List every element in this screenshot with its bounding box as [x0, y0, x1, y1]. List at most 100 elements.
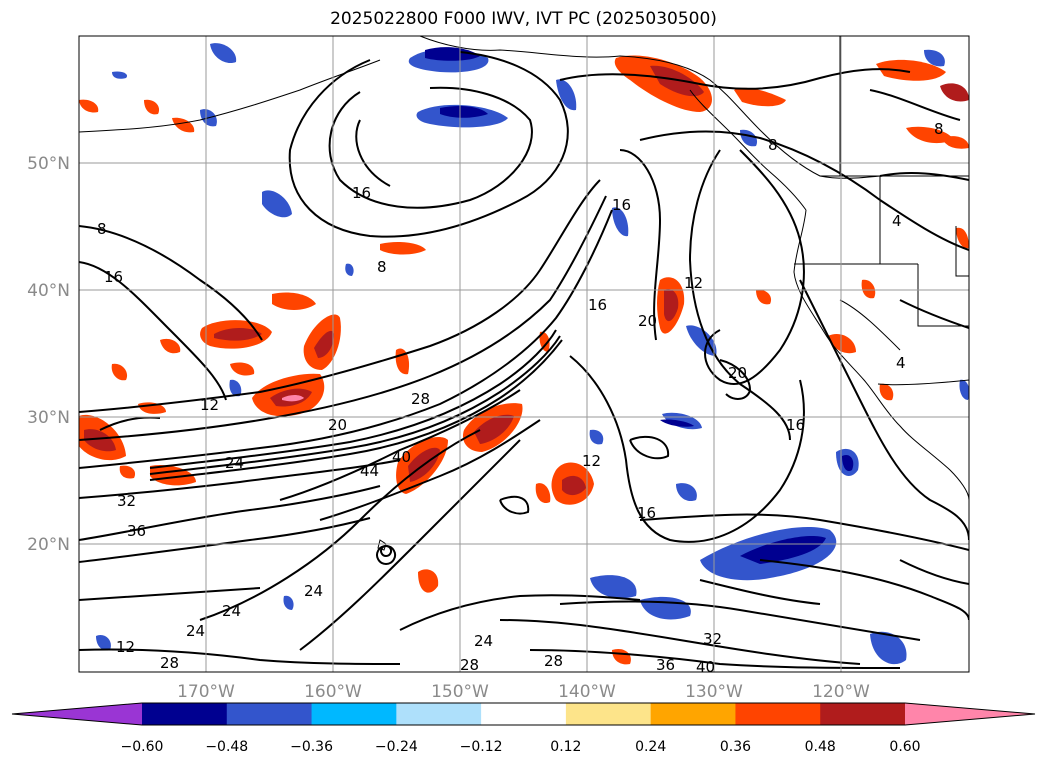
lat-tick-labels: 50°N 40°N 30°N 20°N — [27, 154, 70, 555]
border-state-4 — [917, 264, 969, 327]
lat-tick-label: 30°N — [27, 408, 70, 428]
neg-blob-6 — [210, 43, 237, 64]
contour-label: 24 — [186, 622, 205, 640]
pos-blob-25 — [940, 83, 969, 102]
contour-label: 8 — [377, 258, 387, 276]
contour-line — [79, 587, 261, 601]
neg-blob-18 — [870, 631, 907, 665]
colorbar-tick-label: −0.24 — [375, 739, 418, 755]
border-state-6 — [839, 299, 901, 351]
contour-label: 28 — [544, 652, 563, 670]
contour-line — [619, 149, 662, 341]
contour-label: 8 — [768, 136, 778, 154]
contour-line — [799, 279, 969, 541]
contour-label: 24 — [304, 582, 323, 600]
coast-us-west — [793, 209, 969, 501]
colorbar-tick-label: 0.60 — [889, 739, 920, 755]
contour-line — [79, 517, 371, 563]
neg-blob-15 — [740, 536, 826, 564]
contour-label: 16 — [637, 504, 656, 522]
lon-tick-label: 120°W — [812, 682, 870, 702]
colorbar-swatch — [142, 703, 228, 725]
neg-blob-4 — [440, 106, 488, 118]
contour-line — [79, 179, 601, 413]
pos-blob-23 — [734, 87, 786, 107]
contour-line — [99, 416, 161, 431]
contour-line — [79, 648, 401, 665]
contour-label: 12 — [684, 274, 703, 292]
contour-line — [79, 225, 263, 341]
contour-line — [559, 68, 911, 90]
pos-blob-18 — [535, 483, 551, 504]
neg-blob-11 — [660, 419, 694, 427]
contour-label: 28 — [160, 654, 179, 672]
colorbar-tick-label: 0.24 — [635, 739, 666, 755]
coast-aleutians — [79, 59, 381, 133]
contour-label: 4 — [896, 354, 906, 372]
contour-line — [499, 495, 530, 515]
lon-tick-labels: 170°W 160°W 150°W 140°W 130°W 120°W — [177, 682, 870, 702]
contour-line — [319, 419, 541, 521]
pos-blob-33 — [539, 331, 550, 352]
contour-line — [759, 559, 969, 621]
contour-line — [699, 579, 821, 605]
colorbar-swatches — [11, 702, 1036, 726]
contour-line — [529, 649, 901, 669]
plot-frame — [78, 35, 970, 673]
colorbar-swatch — [735, 703, 821, 725]
coastlines — [79, 36, 969, 551]
neg-blob-20 — [924, 49, 945, 67]
coast-bc — [689, 89, 807, 211]
neg-blob-7 — [556, 79, 577, 111]
lon-tick-label: 160°W — [304, 682, 362, 702]
contour-label: 36 — [127, 522, 146, 540]
pos-blob-3 — [282, 395, 304, 402]
pos-blob-13 — [474, 414, 514, 444]
pos-blob-29 — [380, 242, 426, 255]
contour-label: 20 — [728, 364, 747, 382]
colorbar-tick-label: 0.12 — [550, 739, 581, 755]
contour-line — [149, 335, 561, 475]
neg-blob-21 — [229, 379, 242, 397]
contour-line — [399, 594, 641, 631]
pos-blob-7 — [214, 328, 262, 341]
map-title: 2025022800 F000 IWV, IVT PC (2025030500) — [330, 9, 717, 29]
pos-blob-38 — [79, 99, 99, 113]
neg-blob-26 — [283, 595, 294, 610]
neg-blob-8 — [612, 207, 629, 237]
contour-label: 20 — [328, 416, 347, 434]
contour-line — [376, 545, 397, 565]
neg-blob-22 — [589, 429, 604, 445]
contour-line — [499, 619, 861, 665]
pos-blob-42 — [879, 383, 894, 401]
colorbar-tick-label: −0.12 — [460, 739, 503, 755]
contour-line — [79, 195, 607, 441]
colorbar-ticks: −0.60 −0.48 −0.36 −0.24 −0.12 0.12 0.24 … — [121, 739, 921, 755]
pos-blob-35 — [828, 333, 856, 354]
colorbar-swatch — [311, 703, 397, 725]
lon-tick-label: 130°W — [685, 682, 743, 702]
pos-blob-34 — [756, 289, 772, 305]
border-us-mexico — [877, 379, 969, 386]
colorbar-swatch — [820, 703, 906, 725]
contour-label: 16 — [588, 296, 607, 314]
contour-label: 16 — [352, 184, 371, 202]
neg-blob-23 — [345, 263, 354, 276]
contour-label: 8 — [934, 120, 944, 138]
pos-blob-11 — [119, 465, 136, 479]
contour-label: 20 — [638, 312, 657, 330]
neg-blob-25 — [959, 379, 969, 400]
colorbar-swatch — [226, 703, 313, 725]
contour-label: 28 — [460, 656, 479, 674]
colorbar-swatch — [481, 703, 567, 725]
contour-label: 16 — [786, 416, 805, 434]
colorbar-tick-label: −0.36 — [290, 739, 333, 755]
contour-label: 40 — [696, 658, 715, 676]
pos-blob-36 — [144, 99, 160, 115]
contour-label: 16 — [104, 268, 123, 286]
contour-label: 24 — [222, 602, 241, 620]
contour-line — [899, 559, 969, 585]
pos-blob-20 — [664, 288, 679, 322]
lat-tick-label: 50°N — [27, 154, 70, 174]
contour-label: 12 — [200, 396, 219, 414]
